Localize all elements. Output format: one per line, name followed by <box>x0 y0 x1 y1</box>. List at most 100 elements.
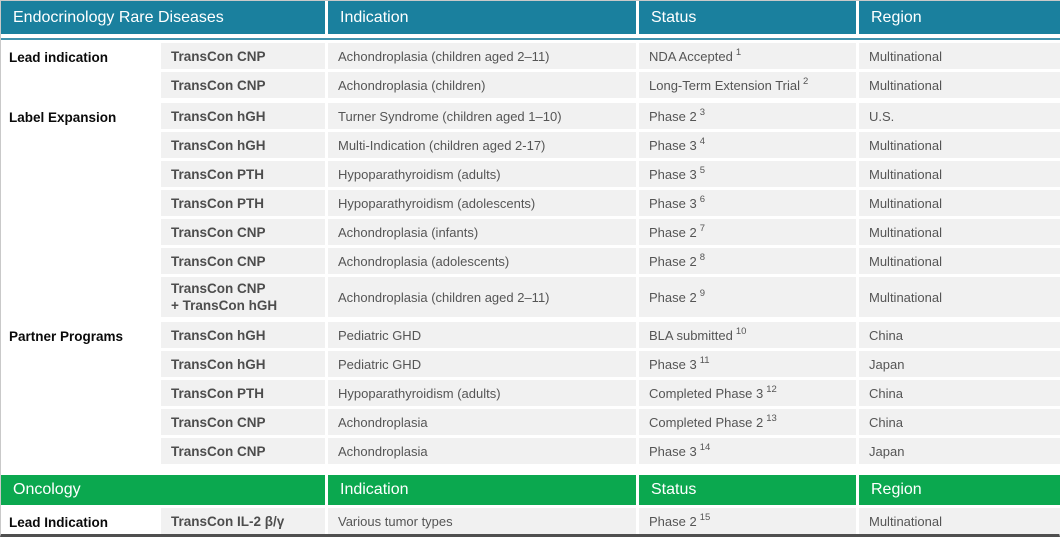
table-row: Lead indication TransCon CNP Achondropla… <box>1 40 1060 98</box>
product-cell: TransCon PTH <box>161 187 325 216</box>
table-row: Label Expansion TransCon hGH Turner Synd… <box>1 100 1060 317</box>
section-title-oncology: Oncology <box>1 475 325 505</box>
footnote-marker: 3 <box>699 107 705 119</box>
product-cell: TransCon hGH <box>161 129 325 158</box>
column-header-indication: Indication <box>325 1 636 34</box>
table-row: TransCon hGH Multi-Indication (children … <box>1 129 1060 158</box>
table-row: TransCon CNP Achondroplasia (children) L… <box>1 69 1060 98</box>
table-row: TransCon CNP Achondroplasia (adolescents… <box>1 245 1060 274</box>
region-cell: Multinational <box>856 69 1060 98</box>
footnote-marker: 8 <box>699 252 705 264</box>
group-label-lead-indication: Lead indication <box>1 40 161 98</box>
status-cell: Phase 3 11 <box>636 348 856 377</box>
region-cell: Multinational <box>856 129 1060 158</box>
product-cell: TransCon PTH <box>161 158 325 187</box>
region-cell: Multinational <box>856 274 1060 317</box>
table-row: TransCon CNP + TransCon hGH Achondroplas… <box>1 274 1060 317</box>
footnote-marker: 1 <box>735 47 742 59</box>
table-row: TransCon CNP Achondroplasia Phase 3 14 Ja… <box>1 435 1060 464</box>
region-cell: U.S. <box>856 100 1060 129</box>
section-title-endocrinology: Endocrinology Rare Diseases <box>1 1 325 34</box>
footnote-marker: 13 <box>766 413 777 425</box>
oncology-header-row: Oncology Indication Status Region <box>1 475 1060 505</box>
indication-cell: Multi-Indication (children aged 2-17) <box>325 129 636 158</box>
indication-cell: Achondroplasia <box>325 406 636 435</box>
status-cell: Phase 3 14 <box>636 435 856 464</box>
group-separator <box>1 317 1060 319</box>
indication-cell: Hypoparathyroidism (adults) <box>325 377 636 406</box>
indication-cell: Turner Syndrome (children aged 1–10) <box>325 100 636 129</box>
table-row: TransCon PTH Hypoparathyroidism (adults)… <box>1 377 1060 406</box>
region-cell: Japan <box>856 348 1060 377</box>
footnote-marker: 15 <box>699 512 711 524</box>
table-row: Partner Programs TransCon hGH Pediatric … <box>1 319 1060 464</box>
product-cell: TransCon CNP <box>161 406 325 435</box>
footnote-marker: 11 <box>699 355 710 367</box>
column-header-status: Status <box>636 1 856 34</box>
product-cell: TransCon hGH <box>161 319 325 348</box>
group-label-lead-indication-oncology: Lead Indication <box>1 505 161 534</box>
indication-cell: Achondroplasia (children aged 2–11) <box>325 40 636 69</box>
product-cell: TransCon CNP <box>161 216 325 245</box>
footnote-marker: 12 <box>766 384 777 396</box>
status-cell: Long-Term Extension Trial 2 <box>636 69 856 98</box>
group-label-partner-programs: Partner Programs <box>1 319 161 464</box>
product-cell: TransCon CNP <box>161 40 325 69</box>
product-cell: TransCon hGH <box>161 348 325 377</box>
column-header-indication: Indication <box>325 475 636 505</box>
footnote-marker: 4 <box>699 136 705 148</box>
product-cell: TransCon CNP <box>161 245 325 274</box>
region-cell: Japan <box>856 435 1060 464</box>
section-gap <box>1 464 1060 475</box>
footnote-marker: 6 <box>699 194 705 206</box>
product-cell: TransCon PTH <box>161 377 325 406</box>
product-cell: TransCon hGH <box>161 100 325 129</box>
table-row: TransCon PTH Hypoparathyroidism (adolesc… <box>1 187 1060 216</box>
product-cell: TransCon CNP <box>161 435 325 464</box>
footnote-marker: 7 <box>699 223 705 235</box>
status-cell: Completed Phase 2 13 <box>636 406 856 435</box>
status-cell: Completed Phase 3 12 <box>636 377 856 406</box>
region-cell: Multinational <box>856 40 1060 69</box>
indication-cell: Achondroplasia (children aged 2–11) <box>325 274 636 317</box>
table-row: TransCon PTH Hypoparathyroidism (adults)… <box>1 158 1060 187</box>
indication-cell: Pediatric GHD <box>325 319 636 348</box>
footnote-marker: 14 <box>699 442 711 454</box>
status-cell: BLA submitted 10 <box>636 319 856 348</box>
indication-cell: Achondroplasia <box>325 435 636 464</box>
status-cell: NDA Accepted 1 <box>636 40 856 69</box>
footnote-marker: 2 <box>803 76 809 88</box>
indication-cell: Various tumor types <box>325 505 636 534</box>
group-label-label-expansion: Label Expansion <box>1 100 161 317</box>
table-row: TransCon hGH Pediatric GHD Phase 3 11 Jap… <box>1 348 1060 377</box>
region-cell: China <box>856 319 1060 348</box>
table-row: Lead Indication TransCon IL-2 β/γ Variou… <box>1 505 1060 534</box>
indication-cell: Hypoparathyroidism (adults) <box>325 158 636 187</box>
footnote-marker: 9 <box>699 288 705 300</box>
table-row: TransCon CNP Achondroplasia Completed Ph… <box>1 406 1060 435</box>
region-cell: Multinational <box>856 505 1060 534</box>
status-cell: Phase 2 15 <box>636 505 856 534</box>
indication-cell: Hypoparathyroidism (adolescents) <box>325 187 636 216</box>
endocrinology-header-row: Endocrinology Rare Diseases Indication S… <box>1 1 1060 34</box>
column-header-region: Region <box>856 1 1060 34</box>
indication-cell: Achondroplasia (children) <box>325 69 636 98</box>
product-cell: TransCon CNP + TransCon hGH <box>161 274 325 317</box>
indication-cell: Pediatric GHD <box>325 348 636 377</box>
region-cell: China <box>856 406 1060 435</box>
column-header-region: Region <box>856 475 1060 505</box>
footnote-marker: 5 <box>699 165 705 177</box>
column-header-status: Status <box>636 475 856 505</box>
region-cell: Multinational <box>856 158 1060 187</box>
footnote-marker: 10 <box>735 326 747 338</box>
region-cell: Multinational <box>856 187 1060 216</box>
region-cell: Multinational <box>856 216 1060 245</box>
